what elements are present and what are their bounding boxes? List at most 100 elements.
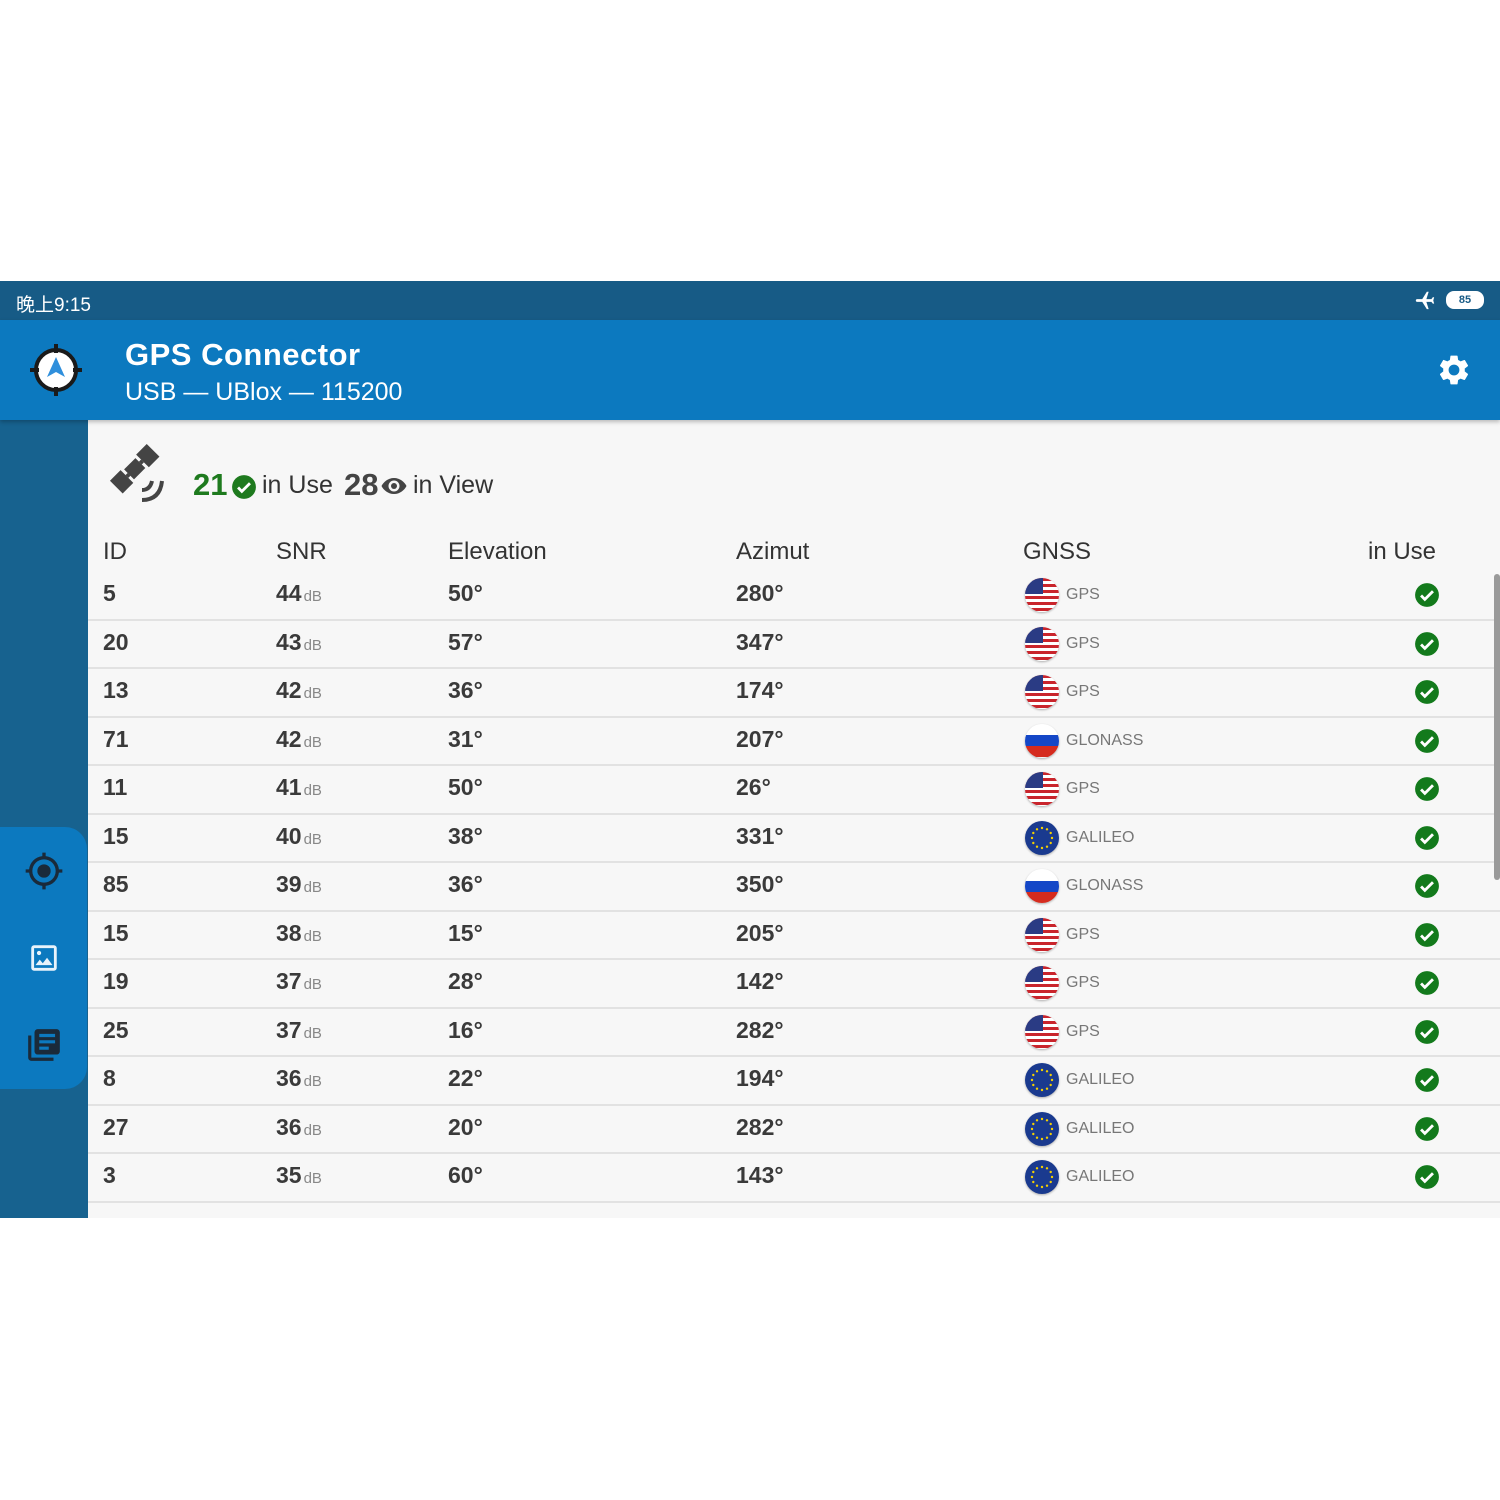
gnss-cell: GPS — [1025, 578, 1100, 612]
us-flag-icon — [1025, 966, 1059, 1000]
snr-unit: dB — [303, 782, 322, 799]
satellite-id: 13 — [103, 677, 129, 703]
status-time: 晚上9:15 — [16, 295, 91, 316]
in-view-label: in View — [413, 471, 494, 499]
snr-value: 41 dB — [276, 774, 322, 801]
azimut-value: 205° — [736, 919, 784, 946]
nav-log-button[interactable] — [22, 1023, 66, 1067]
us-flag-icon — [1025, 1014, 1059, 1049]
us-flag-icon — [1025, 675, 1059, 709]
gnss-name: GPS — [1066, 683, 1100, 700]
satellite-id: 85 — [103, 871, 129, 897]
elevation-value: 28° — [448, 968, 483, 994]
satellite-id: 11 — [103, 774, 128, 800]
table-row[interactable]: 13 42 dB 36° 174° GPS — [88, 669, 1500, 718]
satellite-panel: 21 in Use 28 in View ID SNR Elevation Az… — [88, 420, 1500, 1218]
in-use-check-icon — [1415, 922, 1439, 947]
elevation-value: 15° — [448, 919, 483, 946]
in-use-count: 21 — [193, 467, 228, 502]
snr-number: 37 — [276, 968, 302, 994]
snr-unit: dB — [303, 927, 322, 945]
azimut-value: 282° — [736, 1016, 784, 1043]
header-gnss[interactable]: GNSS — [1023, 538, 1092, 565]
snr-value: 42 dB — [276, 726, 322, 753]
gnss-cell: GLONASS — [1025, 723, 1144, 758]
nav-position-button[interactable] — [22, 849, 66, 893]
azimut-value: 280° — [736, 580, 784, 606]
gnss-cell: GPS — [1025, 917, 1100, 952]
table-row[interactable]: 20 43 dB 57° 347° GPS — [88, 621, 1500, 669]
table-row[interactable]: 15 40 dB 38° 331° GALILEO — [88, 815, 1500, 863]
gnss-name: GLONASS — [1066, 877, 1144, 894]
azimut-value: 26° — [736, 774, 771, 800]
log-icon — [28, 1029, 60, 1061]
nav-image-button[interactable] — [22, 936, 66, 980]
elevation-value: 36° — [448, 677, 483, 703]
connection-subtitle: USB — UBlox — 115200 — [125, 378, 403, 406]
in-view-count: 28 — [344, 467, 379, 502]
table-row[interactable]: 8 36 dB 22° 194° GALILEO — [88, 1057, 1500, 1106]
in-use-label: in Use — [262, 471, 333, 499]
azimut-value: 174° — [736, 677, 784, 703]
in-use-check-icon — [1415, 680, 1439, 704]
snr-unit: dB — [303, 733, 322, 751]
snr-number: 35 — [276, 1162, 302, 1188]
battery-icon: 85 — [1446, 291, 1484, 309]
settings-gear-icon[interactable] — [1436, 352, 1472, 388]
snr-value: 35 dB — [276, 1162, 322, 1189]
gnss-name: GLONASS — [1066, 731, 1144, 749]
table-row[interactable]: 19 37 dB 28° 142° GPS — [88, 960, 1500, 1009]
azimut-value: 350° — [736, 871, 784, 897]
snr-unit: dB — [303, 830, 322, 848]
gps-target-logo-icon — [30, 344, 82, 396]
table-row[interactable]: 11 41 dB 50° 26° GPS — [88, 766, 1500, 815]
header-id[interactable]: ID — [103, 538, 127, 565]
eu-flag-icon — [1025, 1111, 1059, 1146]
header-azimut[interactable]: Azimut — [736, 538, 810, 565]
satellite-id: 27 — [103, 1113, 129, 1140]
azimut-value: 143° — [736, 1162, 784, 1188]
gnss-name: GPS — [1066, 586, 1100, 603]
gnss-cell: GALILEO — [1025, 1160, 1134, 1194]
satellite-id: 19 — [103, 968, 129, 994]
russia-flag-icon — [1025, 869, 1059, 903]
table-row[interactable]: 85 39 dB 36° 350° GLONASS — [88, 863, 1500, 912]
gnss-cell: GLONASS — [1025, 869, 1143, 903]
elevation-value: 31° — [448, 725, 483, 752]
header-in-use[interactable]: in Use — [1368, 538, 1437, 565]
us-flag-icon — [1025, 917, 1059, 952]
eu-flag-icon — [1025, 1063, 1059, 1097]
gnss-cell: GALILEO — [1025, 1063, 1134, 1097]
snr-value: 43 dB — [276, 629, 322, 656]
table-row[interactable]: 3 35 dB 60° 143° GALILEO — [88, 1154, 1500, 1203]
elevation-value: 22° — [448, 1065, 483, 1091]
eu-flag-icon — [1025, 820, 1059, 855]
header-snr[interactable]: SNR — [276, 538, 327, 565]
table-header: ID SNR Elevation Azimut GNSS in Use — [88, 538, 1500, 568]
snr-unit: dB — [303, 636, 322, 654]
gnss-cell: GALILEO — [1025, 820, 1134, 855]
scrollbar[interactable] — [1494, 574, 1500, 880]
satellite-icon — [109, 443, 164, 502]
gnss-name: GPS — [1066, 974, 1100, 991]
position-icon — [25, 852, 63, 890]
azimut-value: 142° — [736, 968, 784, 994]
elevation-value: 50° — [448, 774, 483, 800]
table-row[interactable]: 15 38 dB 15° 205° GPS — [88, 912, 1500, 960]
satellite-id: 15 — [103, 822, 129, 849]
azimut-value: 207° — [736, 725, 784, 752]
satellite-id: 3 — [103, 1162, 116, 1188]
snr-value: 37 dB — [276, 1017, 322, 1044]
table-row[interactable]: 71 42 dB 31° 207° GLONASS — [88, 718, 1500, 766]
status-icons: 85 — [1414, 289, 1484, 311]
gnss-cell: GPS — [1025, 966, 1100, 1000]
table-row[interactable]: 27 36 dB 20° 282° GALILEO — [88, 1106, 1500, 1154]
in-use-check-icon — [1415, 971, 1439, 995]
snr-number: 36 — [276, 1065, 302, 1091]
check-circle-icon — [232, 475, 256, 499]
in-use-check-icon — [1415, 583, 1439, 607]
snr-number: 42 — [276, 725, 302, 752]
table-row[interactable]: 5 44 dB 50° 280° GPS — [88, 572, 1500, 621]
table-row[interactable]: 25 37 dB 16° 282° GPS — [88, 1009, 1500, 1057]
header-elevation[interactable]: Elevation — [448, 538, 547, 565]
